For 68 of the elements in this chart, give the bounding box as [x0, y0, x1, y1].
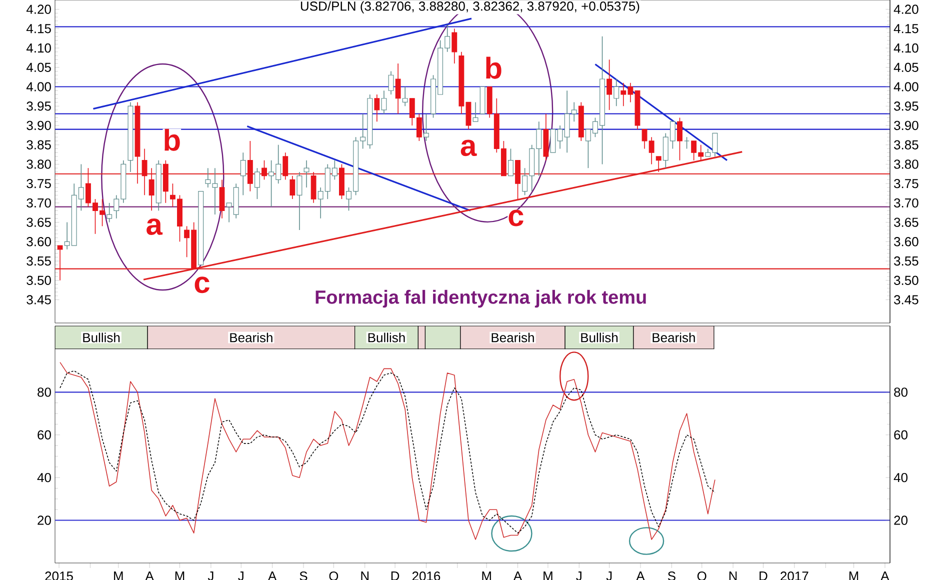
band-label: Bearish	[492, 332, 534, 342]
y-tick-label: 3.80	[26, 160, 51, 169]
chart-title: USD/PLN (3.82706, 3.88280, 3.82362, 3.87920, +0.05375)	[300, 1, 640, 14]
candlestick	[240, 152, 246, 196]
band-label: Bearish	[230, 332, 272, 342]
candlestick	[606, 59, 612, 110]
candlestick	[677, 117, 682, 161]
annotation: b	[486, 56, 502, 79]
candlestick	[381, 90, 387, 114]
x-tick-label: M	[544, 572, 552, 580]
annotation: c	[194, 276, 210, 294]
y-tick-label: 4.10	[26, 43, 51, 53]
band-label: Bullish	[581, 332, 618, 342]
y-tick-label: 4.00	[26, 82, 51, 92]
candlestick	[219, 179, 225, 219]
y-tick-label: 4.20	[26, 4, 51, 14]
candlestick	[614, 78, 620, 107]
x-tick-label: D	[391, 572, 400, 580]
x-tick-label: A	[268, 572, 277, 580]
y-tick-label: 3.70	[26, 198, 51, 208]
candlestick	[550, 128, 556, 153]
y-tick-label: 4.05	[26, 62, 51, 72]
candlestick	[106, 202, 112, 223]
x-tick-label: N	[361, 572, 368, 580]
candlestick	[395, 63, 401, 114]
y-tick-label: 3.95	[26, 102, 51, 111]
band-label: Bullish	[83, 332, 120, 342]
candlestick	[508, 148, 514, 176]
y-tick-label: 40	[894, 472, 908, 482]
y-tick-label: 3.60	[26, 237, 51, 246]
annotation: a	[460, 140, 477, 156]
y-tick-label: 3.65	[26, 218, 51, 227]
y-tick-label: 80	[894, 388, 908, 397]
x-tick-label: A	[513, 572, 522, 580]
y-tick-label: 3.85	[26, 140, 51, 150]
x-tick-label: A	[636, 572, 645, 580]
annotation: a	[146, 218, 163, 235]
candlestick	[472, 102, 478, 122]
y-tick-label: 60	[894, 430, 908, 440]
x-tick-label: M	[849, 572, 858, 580]
candlestick	[374, 94, 380, 122]
candlestick	[402, 86, 408, 107]
y-tick-label: 3.55	[26, 256, 51, 266]
x-tick-label: M	[482, 572, 491, 580]
candlestick	[684, 136, 690, 150]
candlestick	[452, 28, 458, 64]
x-tick-label: M	[114, 572, 123, 580]
y-tick-label: 3.75	[26, 178, 51, 188]
x-tick-label: A	[145, 572, 154, 580]
candlestick	[296, 172, 302, 230]
x-tick-label: D	[760, 572, 768, 580]
y-tick-label: 3.90	[26, 120, 51, 130]
y-tick-label: 20	[894, 516, 908, 525]
annotation: b	[164, 128, 180, 151]
y-tick-label: 4.15	[26, 24, 51, 34]
x-tick-label: M	[175, 572, 184, 580]
candlestick	[304, 160, 310, 188]
candlestick	[254, 168, 260, 200]
annotation: Formacja fal identyczna jak rok temu	[316, 290, 646, 308]
x-tick-label: N	[729, 572, 737, 580]
candlestick	[424, 113, 429, 142]
annotation: c	[508, 210, 524, 226]
band-label: Bearish	[652, 332, 695, 342]
y-tick-label: 3.50	[26, 276, 51, 285]
y-tick-label: 3.45	[26, 295, 51, 304]
band-label: Bullish	[368, 332, 405, 342]
x-tick-label: A	[880, 572, 890, 580]
candlestick	[388, 70, 394, 95]
